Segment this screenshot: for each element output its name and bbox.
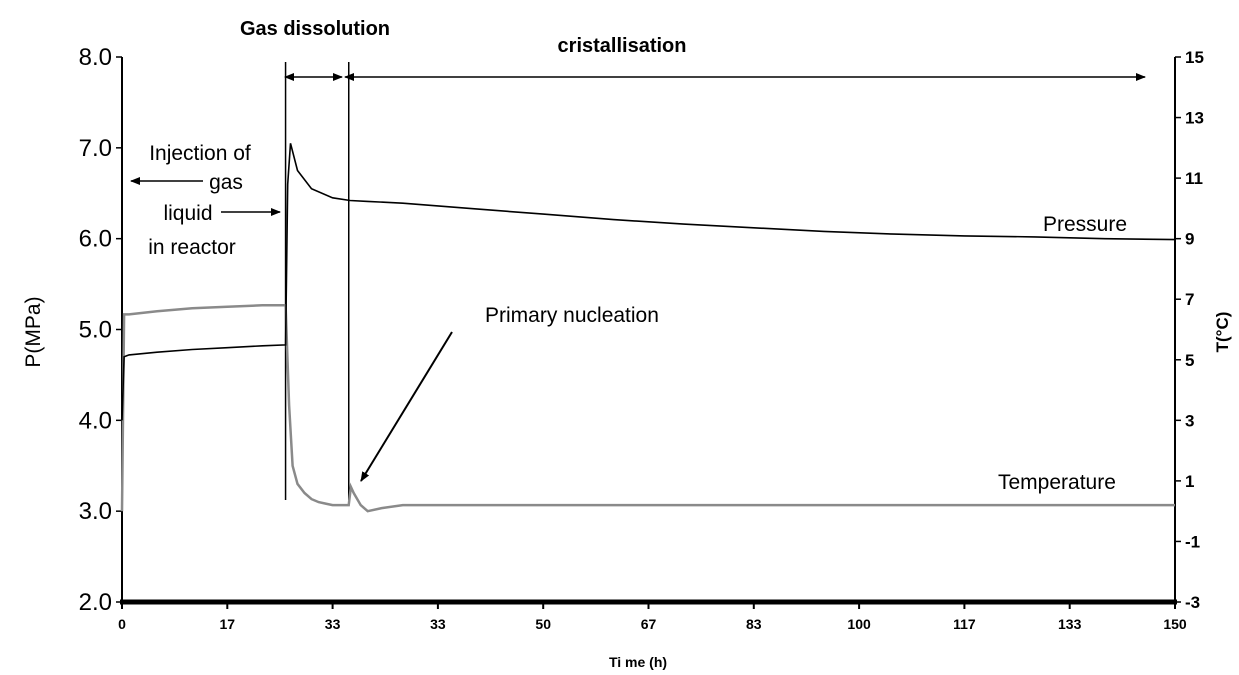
y-right-tick-label: -3	[1185, 593, 1200, 612]
x-tick-label: 117	[953, 616, 976, 632]
series-pressure-line	[121, 143, 1176, 421]
x-axis-ticks: 0 17 33 33 50 67 83 100 117 133 150	[118, 602, 1187, 632]
y-right-tick-label: 1	[1185, 472, 1194, 491]
x-tick-label: 33	[325, 616, 341, 632]
y-right-tick-label: 5	[1185, 351, 1194, 370]
y-left-tick-label: 3.0	[79, 498, 112, 525]
y-left-tick-label: 7.0	[79, 135, 112, 162]
injection-label-line3: liquid	[163, 202, 212, 225]
x-tick-label: 50	[535, 616, 551, 632]
y-left-tick-label: 8.0	[79, 44, 112, 71]
x-tick-label: 133	[1058, 616, 1082, 632]
x-tick-label: 17	[220, 616, 236, 632]
x-tick-label: 0	[118, 616, 126, 632]
y-right-tick-label: 9	[1185, 230, 1194, 249]
y-left-tick-label: 5.0	[79, 317, 112, 344]
gas-dissolution-label: Gas dissolution	[240, 18, 390, 40]
pressure-series-label: Pressure	[1043, 213, 1127, 236]
x-axis-title: Ti me (h)	[609, 654, 667, 670]
y-left-tick-label: 6.0	[79, 226, 112, 253]
left-axis-ticks: 2.0 3.0 4.0 5.0 6.0 7.0 8.0	[79, 44, 122, 616]
primary-nucleation-arrow	[360, 331, 453, 482]
injection-label-line4: in reactor	[148, 236, 236, 259]
y-left-axis-title: P(MPa)	[22, 296, 45, 367]
y-right-tick-label: 7	[1185, 290, 1194, 309]
x-tick-label: 83	[746, 616, 762, 632]
y-right-tick-label: -1	[1185, 532, 1200, 551]
y-left-tick-label: 4.0	[79, 407, 112, 434]
injection-label-line2: gas	[209, 171, 243, 194]
x-tick-label: 100	[847, 616, 871, 632]
x-tick-label: 33	[430, 616, 446, 632]
cristallisation-label: cristallisation	[558, 35, 687, 57]
y-left-tick-label: 2.0	[79, 589, 112, 616]
x-tick-label: 67	[641, 616, 657, 632]
y-right-tick-label: 13	[1185, 109, 1204, 128]
y-right-axis-title: T(°C)	[1213, 312, 1232, 353]
injection-label-line1: Injection of	[149, 142, 251, 165]
y-right-tick-label: 11	[1185, 169, 1203, 188]
primary-nucleation-label: Primary nucleation	[485, 304, 659, 327]
y-right-tick-label: 3	[1185, 411, 1194, 430]
temperature-series-label: Temperature	[998, 471, 1116, 494]
y-right-tick-label: 15	[1185, 48, 1204, 67]
phase-marker-lines	[284, 62, 350, 500]
x-tick-label: 150	[1163, 616, 1187, 632]
series-temperature-line	[120, 304, 1175, 513]
